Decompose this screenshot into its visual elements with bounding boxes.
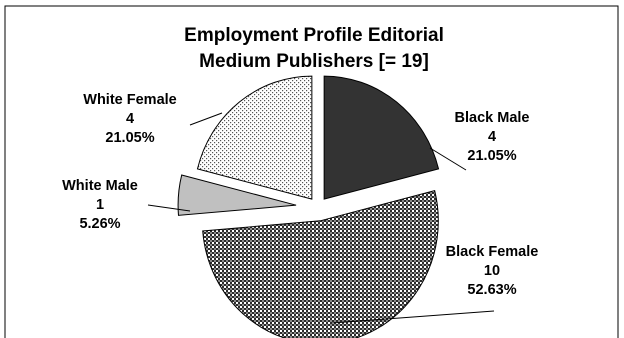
pie-slice-white-male (177, 174, 297, 216)
slice-label-category: Black Female (446, 244, 539, 260)
leader-line-white-female (189, 112, 223, 126)
slice-label-percent: 5.26% (79, 216, 120, 232)
slice-label-count: 4 (488, 129, 496, 145)
slice-label-category: White Female (83, 92, 176, 108)
leader-line-black-female (331, 310, 495, 324)
pie-slice-black-female (202, 189, 439, 338)
slice-label-category: Black Male (455, 110, 530, 126)
slice-label-black-male: Black Male 4 21.05% (455, 110, 530, 164)
leader-line-black-male (429, 147, 467, 171)
pie-slice-black-male (323, 75, 440, 200)
slice-label-black-female: Black Female 10 52.63% (446, 244, 539, 298)
slice-label-percent: 52.63% (467, 282, 516, 298)
chart-title-line-1: Employment Profile Editorial (184, 25, 444, 46)
slice-label-white-female: White Female 4 21.05% (83, 92, 176, 146)
pie-slice-white-female (196, 75, 313, 200)
slice-label-count: 10 (484, 263, 500, 279)
slice-label-category: White Male (62, 178, 138, 194)
slice-label-count: 4 (126, 111, 134, 127)
chart-frame (4, 5, 619, 338)
leader-line-white-male (147, 204, 191, 212)
slice-label-white-male: White Male 1 5.26% (62, 178, 138, 232)
slice-label-percent: 21.05% (467, 148, 516, 164)
chart-title-line-2: Medium Publishers [= 19] (199, 51, 429, 72)
slice-label-percent: 21.05% (105, 130, 154, 146)
slice-label-count: 1 (96, 197, 104, 213)
